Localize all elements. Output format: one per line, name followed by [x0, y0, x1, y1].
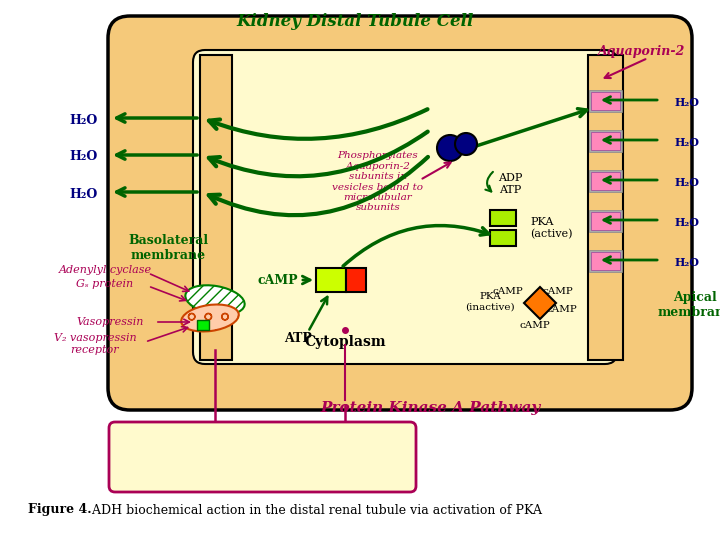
Bar [588, 55, 623, 360]
Bar [589, 90, 622, 112]
Text: PKA
(inactive): PKA (inactive) [465, 292, 515, 312]
Ellipse shape [181, 305, 239, 332]
Text: V₂ vasopressin
receptor: V₂ vasopressin receptor [54, 333, 136, 355]
Bar [589, 170, 622, 192]
Text: H₂O: H₂O [70, 187, 98, 200]
Text: Aquaporin-2: Aquaporin-2 [598, 45, 685, 58]
Text: cAMP: cAMP [492, 287, 523, 296]
Bar [589, 130, 622, 152]
Text: H₂O: H₂O [675, 178, 700, 188]
Text: cAMP: cAMP [543, 287, 573, 296]
FancyBboxPatch shape [193, 50, 617, 364]
Text: H₂O: H₂O [675, 138, 700, 148]
Text: Figure 4.: Figure 4. [28, 503, 91, 516]
Text: ADH biochemical action in the distal renal tubule via activation of PKA: ADH biochemical action in the distal ren… [88, 503, 542, 516]
Text: Protein Kinase A Pathway: Protein Kinase A Pathway [320, 401, 540, 415]
Text: ATP: ATP [499, 185, 521, 195]
Text: ATP: ATP [284, 332, 312, 345]
Text: H₂O: H₂O [70, 151, 98, 164]
Text: Basolateral
membrane: Basolateral membrane [128, 234, 208, 262]
Text: cAMP: cAMP [257, 273, 298, 287]
Circle shape [437, 135, 463, 161]
Text: Kidney Distal Tubule Cell: Kidney Distal Tubule Cell [236, 14, 474, 30]
Text: cAMP: cAMP [546, 306, 577, 314]
Text: ADP: ADP [498, 173, 522, 183]
Text: Apical
membrane: Apical membrane [657, 291, 720, 319]
Text: Vasopressin: Vasopressin [76, 317, 144, 327]
Bar [591, 252, 620, 270]
Bar [316, 268, 346, 292]
Text: H₂O: H₂O [675, 98, 700, 109]
FancyBboxPatch shape [109, 422, 416, 492]
Bar [197, 320, 209, 330]
Text: PKA
(active): PKA (active) [530, 217, 572, 239]
Bar [346, 268, 366, 292]
Ellipse shape [185, 285, 245, 315]
Text: H₂O: H₂O [675, 218, 700, 228]
Text: defective receptor causes ADH resistance: defective receptor causes ADH resistance [128, 457, 364, 467]
Bar [589, 250, 622, 272]
Polygon shape [524, 287, 556, 319]
Bar [591, 92, 620, 110]
Text: cAMP: cAMP [520, 321, 550, 329]
Text: Gₛ protein: Gₛ protein [76, 279, 134, 289]
Text: Adenylyl cyclase: Adenylyl cyclase [58, 265, 152, 275]
FancyBboxPatch shape [108, 16, 692, 410]
Bar [490, 230, 516, 246]
Text: H₂O: H₂O [70, 113, 98, 126]
Bar [591, 132, 620, 150]
Bar [591, 212, 620, 230]
Text: H₂O: H₂O [675, 258, 700, 268]
Circle shape [455, 133, 477, 155]
Bar [200, 55, 232, 360]
Bar [490, 210, 516, 226]
Bar [591, 172, 620, 190]
Text: Cytoplasm: Cytoplasm [304, 335, 386, 349]
Bar [589, 210, 622, 232]
Text: Phosphorylates
Aquaporin-2
subunits in
vesicles bound to
microtubular
subunits: Phosphorylates Aquaporin-2 subunits in v… [333, 152, 423, 213]
Text: Nephrogenic Diabetes Insipidus:: Nephrogenic Diabetes Insipidus: [128, 439, 313, 449]
